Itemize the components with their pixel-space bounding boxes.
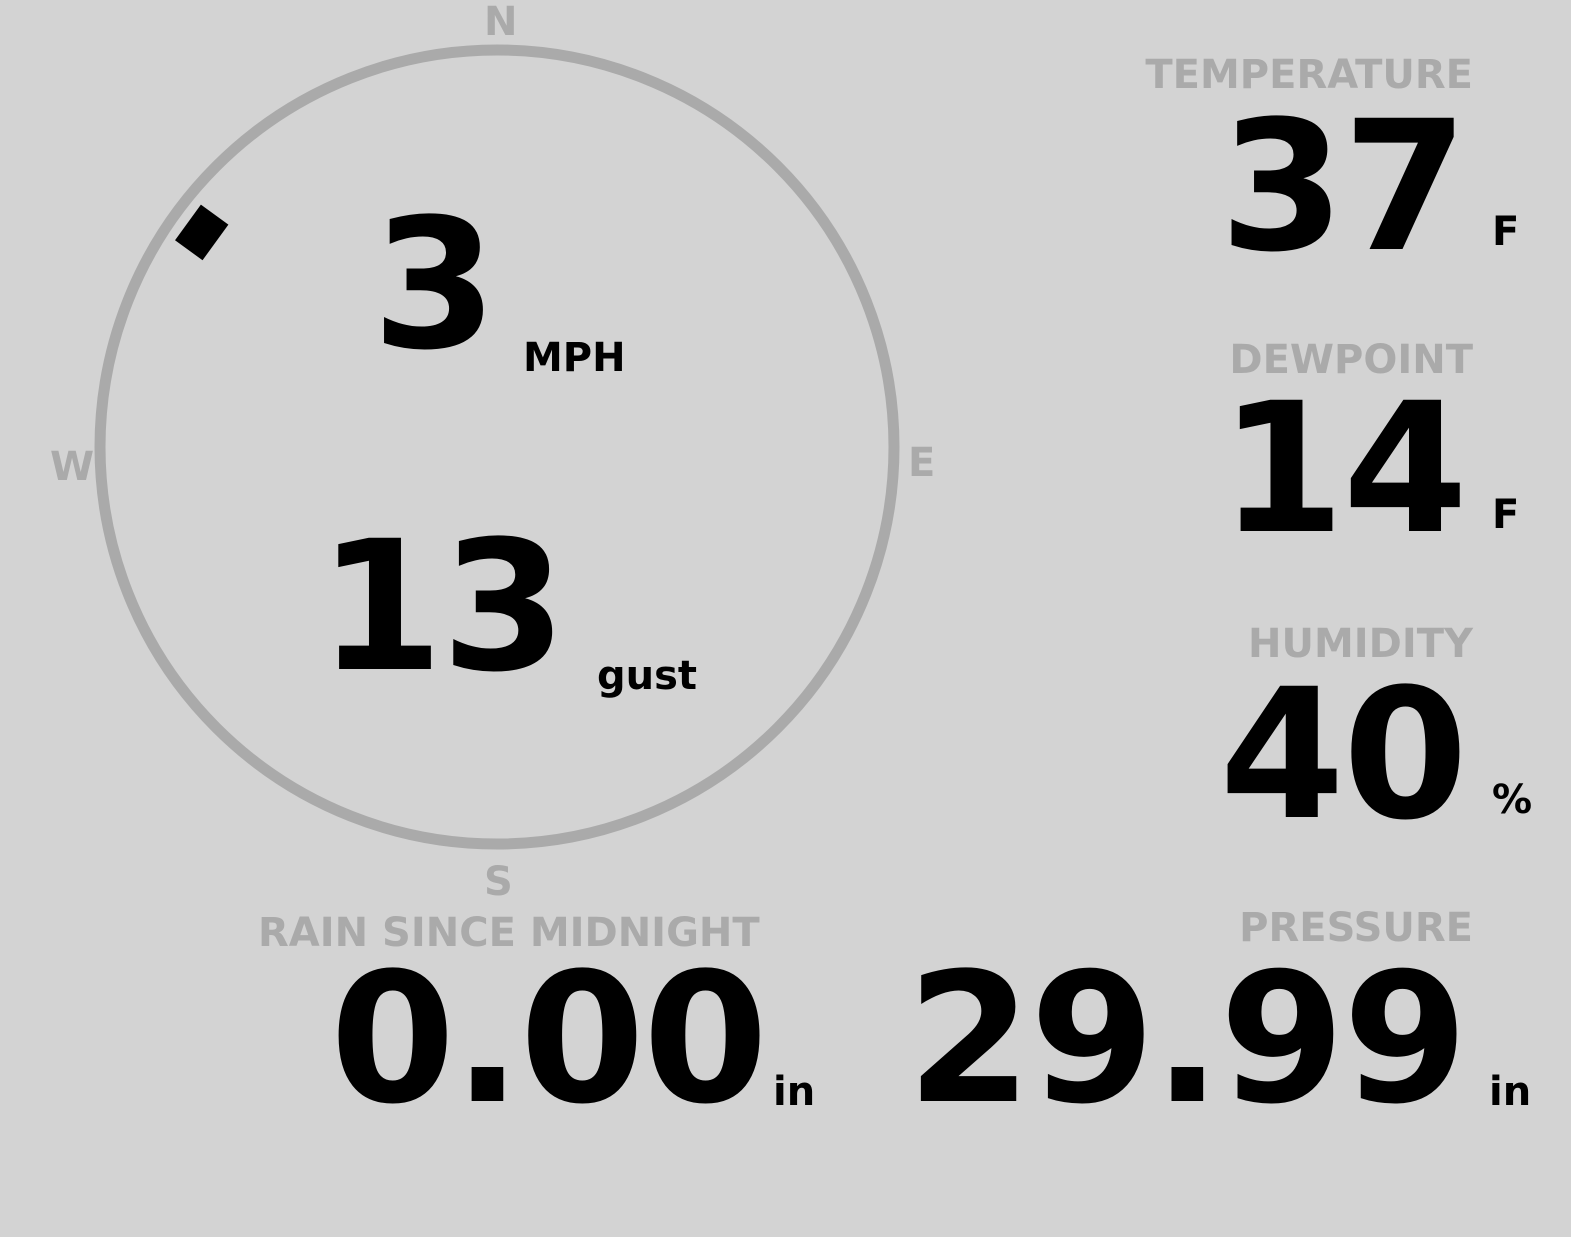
humidity-value: 40 bbox=[1219, 651, 1468, 860]
wind-speed-value: 3 bbox=[372, 181, 497, 390]
temperature-value: 37 bbox=[1219, 83, 1468, 292]
compass-south: S bbox=[484, 859, 513, 905]
rain-unit: in bbox=[773, 1069, 816, 1115]
wind-direction-marker-shape bbox=[175, 204, 229, 261]
temperature-card: TEMPERATURE bbox=[1145, 55, 1473, 95]
humidity-card: HUMIDITY bbox=[1248, 624, 1473, 664]
dewpoint-label: DEWPOINT bbox=[1229, 337, 1473, 383]
wind-gust-unit: gust bbox=[597, 653, 698, 699]
humidity-unit: % bbox=[1492, 777, 1533, 823]
humidity-label: HUMIDITY bbox=[1248, 621, 1473, 667]
pressure-card: PRESSURE bbox=[1239, 908, 1473, 948]
compass-ring bbox=[94, 44, 900, 850]
temperature-label: TEMPERATURE bbox=[1145, 52, 1473, 98]
compass-north: N bbox=[484, 0, 518, 45]
wind-gust-value: 13 bbox=[318, 503, 566, 712]
dewpoint-value: 14 bbox=[1219, 365, 1468, 574]
compass-west: W bbox=[50, 444, 95, 490]
compass-east: E bbox=[908, 440, 936, 486]
pressure-label: PRESSURE bbox=[1239, 905, 1473, 951]
pressure-unit: in bbox=[1489, 1069, 1532, 1115]
dewpoint-card: DEWPOINT bbox=[1229, 340, 1473, 380]
temperature-unit: F bbox=[1492, 209, 1520, 255]
wind-speed-unit: MPH bbox=[523, 335, 626, 381]
wind-direction-marker bbox=[175, 204, 229, 261]
dewpoint-unit: F bbox=[1492, 492, 1520, 538]
rain-label: RAIN SINCE MIDNIGHT bbox=[258, 910, 760, 956]
rain-value: 0.00 bbox=[330, 935, 768, 1144]
pressure-value: 29.99 bbox=[906, 935, 1468, 1144]
